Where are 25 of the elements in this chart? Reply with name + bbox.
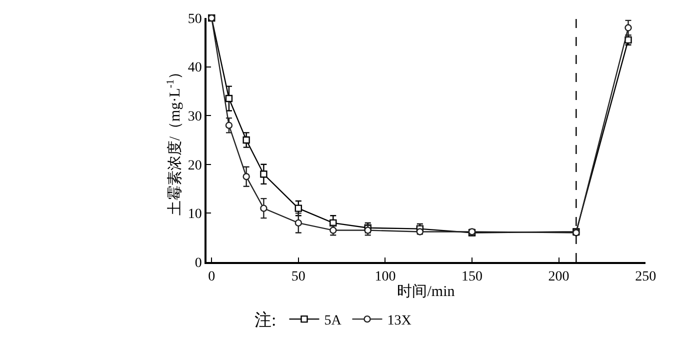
point	[294, 204, 302, 212]
x-axis-title: 时间/min	[397, 283, 456, 300]
x-tick-label: 100	[374, 270, 396, 285]
x-tick-label: 200	[548, 270, 570, 285]
legend-label: 13X	[387, 314, 412, 329]
point	[242, 173, 250, 180]
point	[260, 170, 268, 178]
y-tick-label: 40	[188, 60, 202, 76]
y-tick-label: 0	[194, 256, 202, 271]
legend-label: 5A	[324, 314, 342, 329]
y-tick-label: 50	[188, 12, 202, 27]
y-tick-label: 20	[188, 158, 202, 174]
x-tick-label: 50	[291, 270, 306, 285]
x-tick-label: 0	[208, 270, 216, 285]
x-tick-label: 150	[462, 270, 482, 285]
x-tick-label: 250	[635, 270, 656, 285]
y-tick-label: 10	[188, 207, 202, 222]
y-tick-label: 30	[188, 110, 202, 124]
point	[225, 94, 233, 102]
point	[260, 204, 268, 212]
point	[294, 219, 302, 227]
legend-title: 注:	[254, 310, 276, 330]
point	[225, 122, 233, 129]
point	[242, 136, 250, 144]
point	[624, 24, 632, 32]
